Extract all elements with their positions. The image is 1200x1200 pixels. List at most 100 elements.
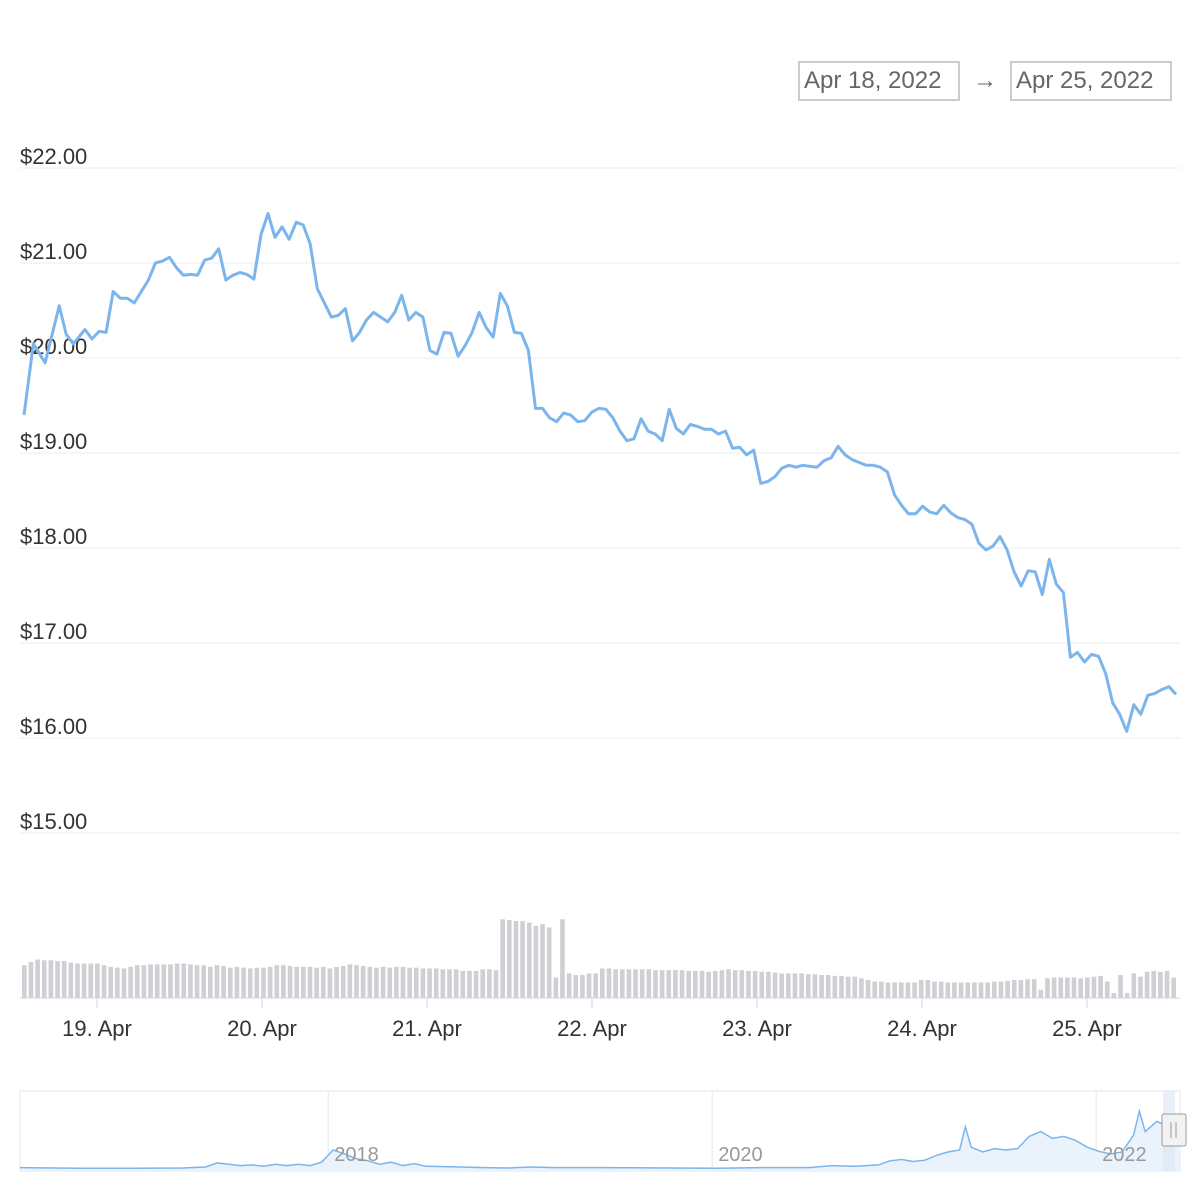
volume-bar: [174, 963, 180, 998]
volume-bar: [413, 967, 419, 998]
volume-bar: [473, 970, 479, 998]
volume-bar: [188, 964, 193, 998]
x-tick-label: 20. Apr: [227, 1016, 297, 1041]
navigator-line: [19, 1108, 1181, 1170]
x-tick-label: 21. Apr: [392, 1016, 462, 1041]
volume-bar: [281, 965, 286, 998]
volume-bar: [779, 973, 785, 998]
volume-bar: [679, 970, 685, 998]
navigator[interactable]: 2018 2020 2022: [19, 1090, 1187, 1172]
volume-bar: [301, 966, 306, 998]
volume-bar: [606, 968, 612, 998]
volume-bar: [334, 966, 339, 998]
volume-bar: [320, 966, 326, 998]
volume-bar: [619, 969, 625, 998]
volume-bar: [786, 973, 791, 998]
volume-bar: [1058, 977, 1064, 998]
volume-bar: [214, 965, 220, 998]
date-range-selector: Apr 18, 2022 → Apr 25, 2022: [798, 61, 1172, 101]
volume-bar: [68, 962, 74, 998]
volume-bar: [347, 964, 353, 998]
volume-bar: [28, 961, 34, 998]
volume-bar: [128, 966, 133, 998]
volume-bar: [1111, 993, 1117, 998]
volume-bar: [75, 963, 80, 998]
volume-bar: [1158, 971, 1163, 998]
volume-bar: [719, 970, 725, 998]
volume-bar: [241, 967, 246, 998]
date-from-input[interactable]: Apr 18, 2022: [798, 61, 960, 101]
volume-bar: [898, 982, 904, 998]
volume-bar: [586, 973, 592, 998]
volume-bar: [805, 974, 811, 998]
volume-bar: [925, 979, 931, 998]
volume-bar: [221, 966, 226, 998]
volume-bar: [1124, 993, 1130, 998]
volume-bar: [739, 970, 745, 998]
volume-bar: [573, 975, 579, 998]
volume-bars: [22, 919, 1176, 998]
volume-bar: [533, 925, 539, 998]
volume-bar: [965, 982, 971, 998]
volume-bar: [1018, 979, 1024, 998]
navigator-area: [20, 1111, 1180, 1171]
volume-bar: [686, 970, 692, 998]
volume-bar: [912, 982, 917, 998]
volume-bar: [394, 966, 399, 998]
volume-bar: [487, 969, 492, 998]
volume-bar: [161, 964, 167, 998]
volume-bar: [666, 970, 672, 998]
x-tick-label: 23. Apr: [722, 1016, 792, 1041]
navigator-handle-icon[interactable]: [1161, 1113, 1187, 1147]
volume-bar: [340, 966, 346, 998]
volume-bar: [201, 965, 207, 998]
volume-bar: [400, 966, 406, 998]
volume-bar: [1051, 977, 1057, 998]
volume-bar: [447, 969, 452, 998]
volume-bar: [580, 975, 585, 998]
volume-bar: [227, 967, 233, 998]
volume-bar: [712, 970, 718, 998]
date-to-input[interactable]: Apr 25, 2022: [1010, 61, 1172, 101]
volume-bar: [101, 965, 107, 998]
volume-bar: [493, 970, 499, 998]
range-arrow-icon: →: [973, 67, 997, 94]
volume-bar: [985, 982, 990, 998]
volume-bar: [121, 968, 127, 998]
volume-bar: [420, 968, 426, 998]
volume-bar: [61, 961, 67, 998]
volume-bar: [918, 979, 924, 998]
navigator-year-label: 2018: [334, 1144, 379, 1166]
volume-bar: [706, 971, 711, 998]
volume-bar: [1131, 973, 1137, 998]
price-line[interactable]: [22, 212, 1178, 733]
volume-bar: [1098, 975, 1103, 998]
navigator-year-label: 2020: [718, 1144, 763, 1166]
volume-bar: [978, 982, 984, 998]
volume-bar: [354, 965, 359, 998]
volume-bar: [506, 920, 512, 998]
volume-bar: [1065, 977, 1070, 998]
volume-bar: [839, 975, 844, 998]
volume-bar: [407, 967, 412, 998]
volume-bar: [208, 966, 213, 998]
volume-bar: [1031, 979, 1037, 998]
volume-bar: [35, 959, 40, 998]
volume-bar: [792, 973, 798, 998]
volume-bar: [108, 966, 114, 998]
volume-bar: [593, 973, 598, 998]
volume-bar: [387, 967, 393, 998]
volume-bar: [380, 966, 386, 998]
volume-bar: [181, 963, 187, 998]
volume-bar: [746, 970, 751, 998]
volume-bar: [852, 976, 858, 998]
volume-bar: [500, 919, 505, 998]
y-tick-label: $18.00: [20, 524, 87, 549]
volume-bar: [752, 970, 758, 998]
volume-bar: [726, 969, 731, 998]
x-tick-label: 24. Apr: [887, 1016, 957, 1041]
volume-bar: [732, 970, 738, 998]
volume-bar: [653, 970, 658, 998]
volume-bar: [1025, 979, 1030, 998]
